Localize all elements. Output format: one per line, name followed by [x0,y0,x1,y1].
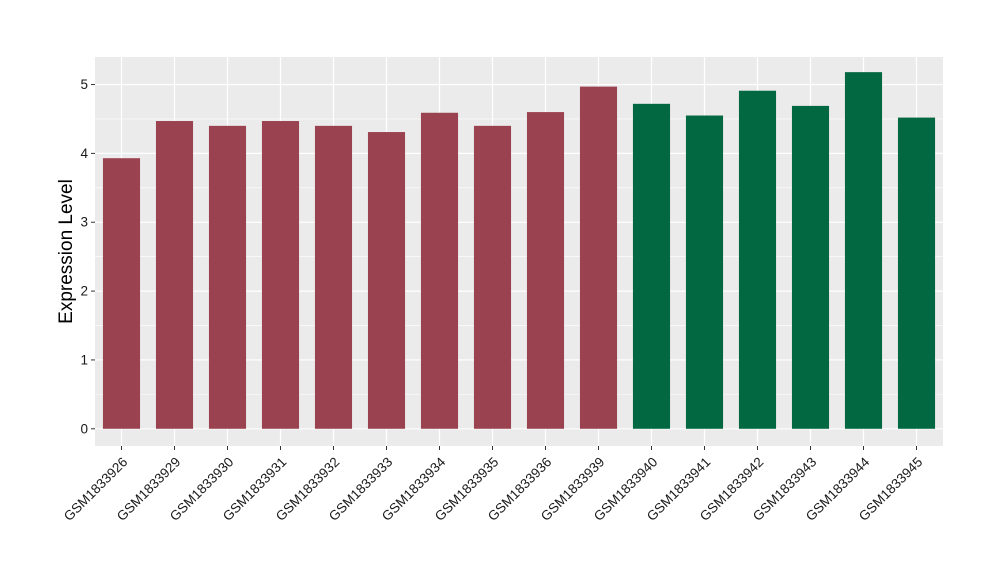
bars [102,72,936,429]
y-axis-title: Expression Level [56,179,77,324]
bar-GSM1833944 [844,72,883,429]
bar-GSM1833929 [155,121,194,429]
bar-GSM1833941 [685,115,724,429]
y-tick-label: 2 [80,284,88,299]
bar-GSM1833932 [314,125,353,429]
bar-GSM1833933 [367,132,406,429]
bar-GSM1833943 [791,105,830,429]
bar-GSM1833926 [102,158,141,429]
bar-GSM1833936 [526,112,565,429]
bar-GSM1833940 [632,103,671,429]
bar-GSM1833935 [473,125,512,429]
bar-GSM1833934 [420,112,459,429]
bar-GSM1833942 [738,90,777,429]
y-tick-label: 0 [80,421,88,436]
y-tick-label: 5 [80,77,88,92]
bar-GSM1833939 [579,86,618,429]
bar-GSM1833931 [261,121,300,429]
y-tick-label: 3 [80,215,88,230]
y-tick-label: 1 [80,352,88,367]
bar-GSM1833930 [208,125,247,429]
y-tick-label: 4 [80,146,88,161]
bar-GSM1833945 [897,117,936,429]
